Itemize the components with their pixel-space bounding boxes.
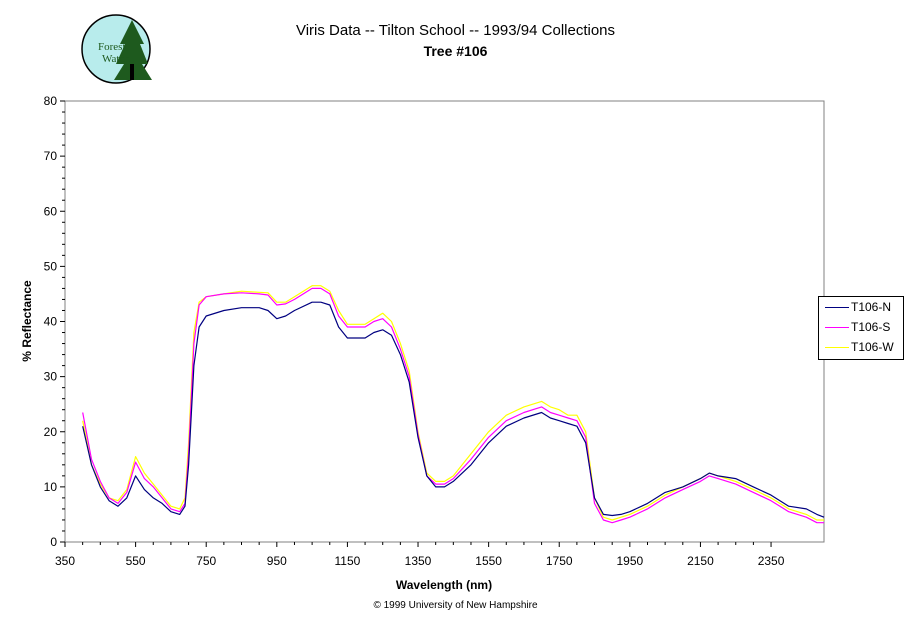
x-tick-label: 1150 <box>335 554 361 568</box>
copyright-text: © 1999 University of New Hampshire <box>373 600 538 611</box>
legend-item-w: T106-W <box>819 337 903 357</box>
y-tick-label: 40 <box>44 315 58 329</box>
series-layer <box>82 285 825 524</box>
x-tick-label: 1350 <box>405 554 432 568</box>
x-tick-label: 350 <box>55 554 75 568</box>
legend: T106-N T106-S T106-W <box>818 296 904 360</box>
logo-text-line2: Watch <box>102 53 130 65</box>
x-tick-label: 1550 <box>475 554 502 568</box>
chart-title: Viris Data -- Tilton School -- 1993/94 C… <box>295 22 616 39</box>
x-tick-label: 2150 <box>687 554 714 568</box>
x-axis: 350 550 750 950 1150 1350 1550 1750 1950 2150 2350 <box>55 542 785 568</box>
legend-label-w: T106-W <box>851 340 894 354</box>
y-axis: 0 10 20 30 40 50 60 70 80 <box>44 94 65 549</box>
y-tick-label: 60 <box>44 204 58 218</box>
x-tick-label: 1950 <box>616 554 643 568</box>
logo-trunk <box>130 64 134 80</box>
x-tick-label: 950 <box>267 554 287 568</box>
chart-subtitle: Tree #106 <box>423 43 488 59</box>
y-tick-label: 10 <box>44 480 58 494</box>
y-tick-label: 0 <box>50 535 57 549</box>
y-tick-label: 30 <box>44 370 58 384</box>
x-tick-label: 1750 <box>546 554 573 568</box>
legend-swatch-n <box>825 307 849 308</box>
x-axis-label: Wavelength (nm) <box>396 578 492 592</box>
x-tick-label: 550 <box>126 554 146 568</box>
y-axis-label: % Reflectance <box>20 280 34 362</box>
y-tick-label: 70 <box>44 149 58 163</box>
x-tick-label: 2350 <box>758 554 785 568</box>
legend-label-n: T106-N <box>851 300 892 314</box>
y-tick-label: 50 <box>44 259 58 273</box>
legend-label-s: T106-S <box>851 320 891 334</box>
legend-swatch-s <box>825 327 849 328</box>
legend-item-s: T106-S <box>819 317 903 337</box>
series-line-t106-n <box>82 301 825 518</box>
x-tick-label: 750 <box>196 554 216 568</box>
forest-watch-logo-icon: Forest Watch <box>81 14 152 84</box>
logo-tree <box>114 20 152 80</box>
series-line-t106-s <box>82 287 824 524</box>
y-tick-label: 20 <box>44 425 58 439</box>
logo-text-line1: Forest <box>98 41 126 53</box>
series-line-t106-w <box>82 285 824 521</box>
y-tick-label: 80 <box>44 94 58 108</box>
plot-area <box>64 100 825 543</box>
legend-item-n: T106-N <box>819 297 903 317</box>
legend-swatch-w <box>825 347 849 348</box>
